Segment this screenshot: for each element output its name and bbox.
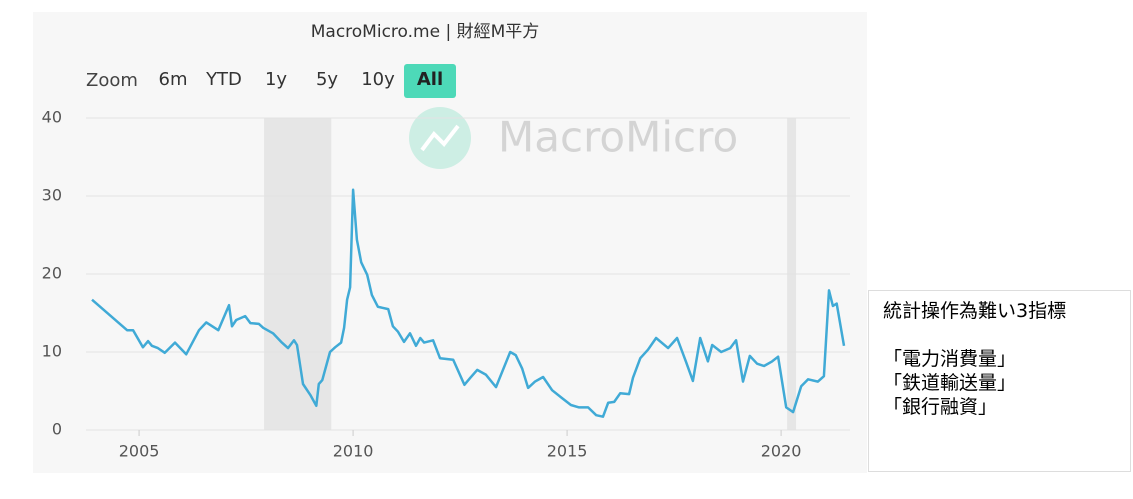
note-title: 統計操作為難い3指標 xyxy=(883,300,1067,322)
zoom-button[interactable]: 1y xyxy=(265,69,287,90)
zoom-bar: Zoom 6m YTD 1y 5y 10y All xyxy=(86,64,456,98)
zoom-button[interactable]: 10y xyxy=(361,69,395,90)
x-tick-label: 2015 xyxy=(547,442,588,461)
zoom-button-bg xyxy=(404,64,456,98)
data-line xyxy=(91,188,846,418)
zoom-label: Zoom xyxy=(86,70,138,91)
y-tick-label: 20 xyxy=(42,264,62,283)
zoom-button[interactable]: All xyxy=(404,64,456,98)
zoom-button-label: 6m xyxy=(159,69,188,90)
chart-title: MacroMicro.me | 財經M平方 xyxy=(311,22,540,42)
zoom-button[interactable]: YTD xyxy=(205,69,242,90)
side-note: 統計操作為難い3指標 「電力消費量」 「鉄道輸送量」 「銀行融資」 xyxy=(868,290,1131,472)
x-tick-label: 2020 xyxy=(761,442,802,461)
note-item: 「鉄道輸送量」 xyxy=(883,372,1017,394)
zoom-button-label: 5y xyxy=(316,69,338,90)
y-tick-label: 0 xyxy=(52,420,62,439)
watermark: MacroMicro xyxy=(498,113,738,162)
zoom-button-label: YTD xyxy=(205,69,242,90)
zoom-button[interactable]: 6m xyxy=(159,69,188,90)
zoom-button-label: All xyxy=(417,69,443,90)
y-tick-label: 30 xyxy=(42,186,62,205)
watermark-icon xyxy=(420,124,460,152)
zoom-button-label: 1y xyxy=(265,69,287,90)
zoom-button[interactable]: 5y xyxy=(316,69,338,90)
y-tick-label: 40 xyxy=(42,108,62,127)
note-item: 「銀行融資」 xyxy=(883,396,998,418)
x-tick-label: 2010 xyxy=(333,442,374,461)
zoom-button-label: 10y xyxy=(361,69,395,90)
y-tick-label: 10 xyxy=(42,342,62,361)
note-item: 「電力消費量」 xyxy=(883,348,1017,370)
x-tick-label: 2005 xyxy=(119,442,160,461)
